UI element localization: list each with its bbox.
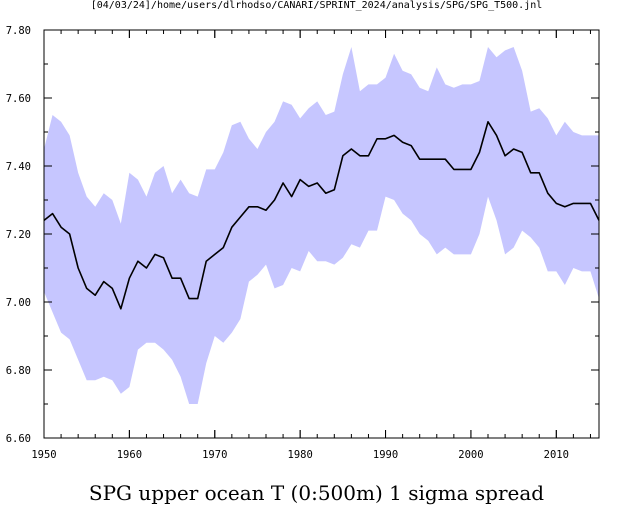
ticks-layer	[43, 29, 599, 439]
chart-title: SPG upper ocean T (0:500m) 1 sigma sprea…	[88, 481, 545, 505]
x-tick-label: 1970	[202, 449, 227, 461]
sigma-spread-band	[44, 47, 599, 404]
sigma-band-layer	[44, 47, 599, 404]
x-tick-label: 2010	[544, 449, 569, 461]
x-tick-label: 1990	[373, 449, 398, 461]
x-tick-label: 1980	[288, 449, 313, 461]
y-tick-label: 7.00	[6, 297, 31, 309]
mean-temperature-line	[43, 121, 600, 310]
tick-labels-layer: 1950 1960 1970 1980 1990 2000 2010 6.60 6.80 7.00…	[6, 25, 569, 461]
x-tick-label: 1960	[117, 449, 142, 461]
y-tick-label: 6.80	[6, 365, 31, 377]
x-tick-label: 2000	[458, 449, 483, 461]
y-tick-label: 7.20	[6, 229, 31, 241]
y-tick-label: 7.60	[6, 93, 31, 105]
y-tick-label: 7.80	[6, 25, 31, 37]
file-path-label: [04/03/24]/home/users/dlrhodso/CANARI/SP…	[90, 0, 543, 11]
y-tick-label: 7.40	[6, 161, 31, 173]
y-tick-label: 6.60	[6, 433, 31, 445]
x-tick-label: 1950	[31, 449, 56, 461]
mean-line-layer	[43, 121, 600, 310]
